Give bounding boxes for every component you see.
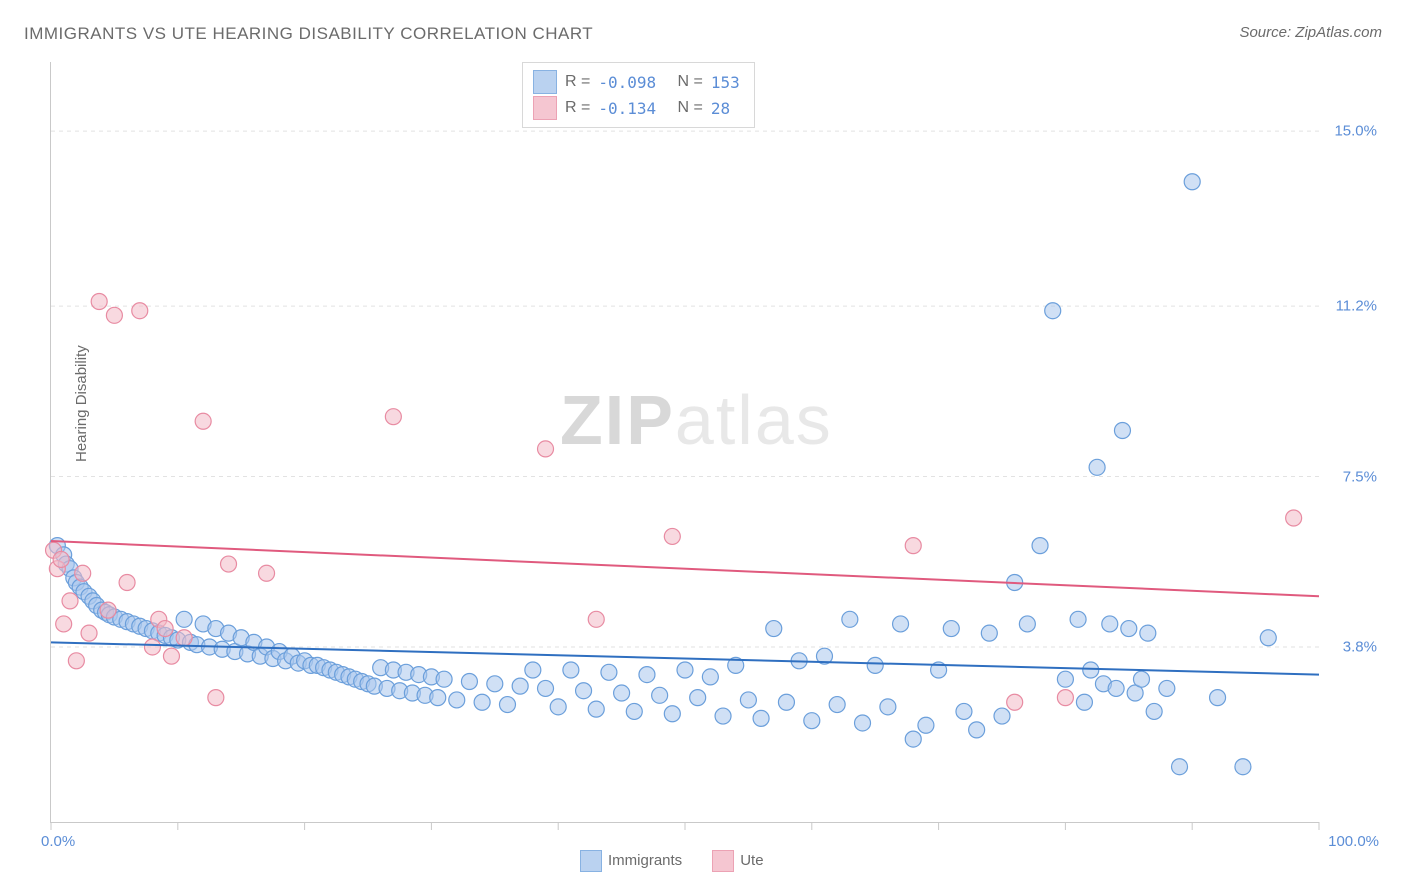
legend-swatch — [580, 850, 602, 872]
chart-title: IMMIGRANTS VS UTE HEARING DISABILITY COR… — [24, 24, 593, 44]
bottom-legend-label: Ute — [740, 852, 763, 869]
legend-n-value: 28 — [711, 99, 730, 118]
scatter-chart — [51, 62, 1319, 822]
bottom-legend-item: Immigrants — [580, 850, 682, 872]
legend-swatch — [712, 850, 734, 872]
bottom-legend-label: Immigrants — [608, 852, 682, 869]
legend-row: R = -0.098 N = 153 — [533, 69, 740, 95]
legend-swatch — [533, 96, 557, 120]
legend-n-value: 153 — [711, 73, 740, 92]
plot-area: Hearing Disability 3.8%7.5%11.2%15.0%0.0… — [50, 62, 1319, 823]
bottom-legend-item: Ute — [712, 850, 763, 872]
legend-r-value: -0.098 — [598, 73, 656, 92]
legend-box: R = -0.098 N = 153 R = -0.134 N = 28 — [522, 62, 755, 128]
legend-swatch — [533, 70, 557, 94]
y-tick-label: 11.2% — [1336, 298, 1377, 315]
legend-row: R = -0.134 N = 28 — [533, 95, 740, 121]
y-tick-label: 7.5% — [1343, 468, 1377, 485]
legend-r-value: -0.134 — [598, 99, 656, 118]
y-tick-label: 15.0% — [1334, 123, 1377, 140]
x-tick-label-start: 0.0% — [41, 833, 75, 850]
bottom-legend: Immigrants Ute — [580, 850, 764, 872]
x-tick-label-end: 100.0% — [1328, 833, 1379, 850]
y-tick-label: 3.8% — [1343, 638, 1377, 655]
source-label: Source: ZipAtlas.com — [1239, 24, 1382, 41]
